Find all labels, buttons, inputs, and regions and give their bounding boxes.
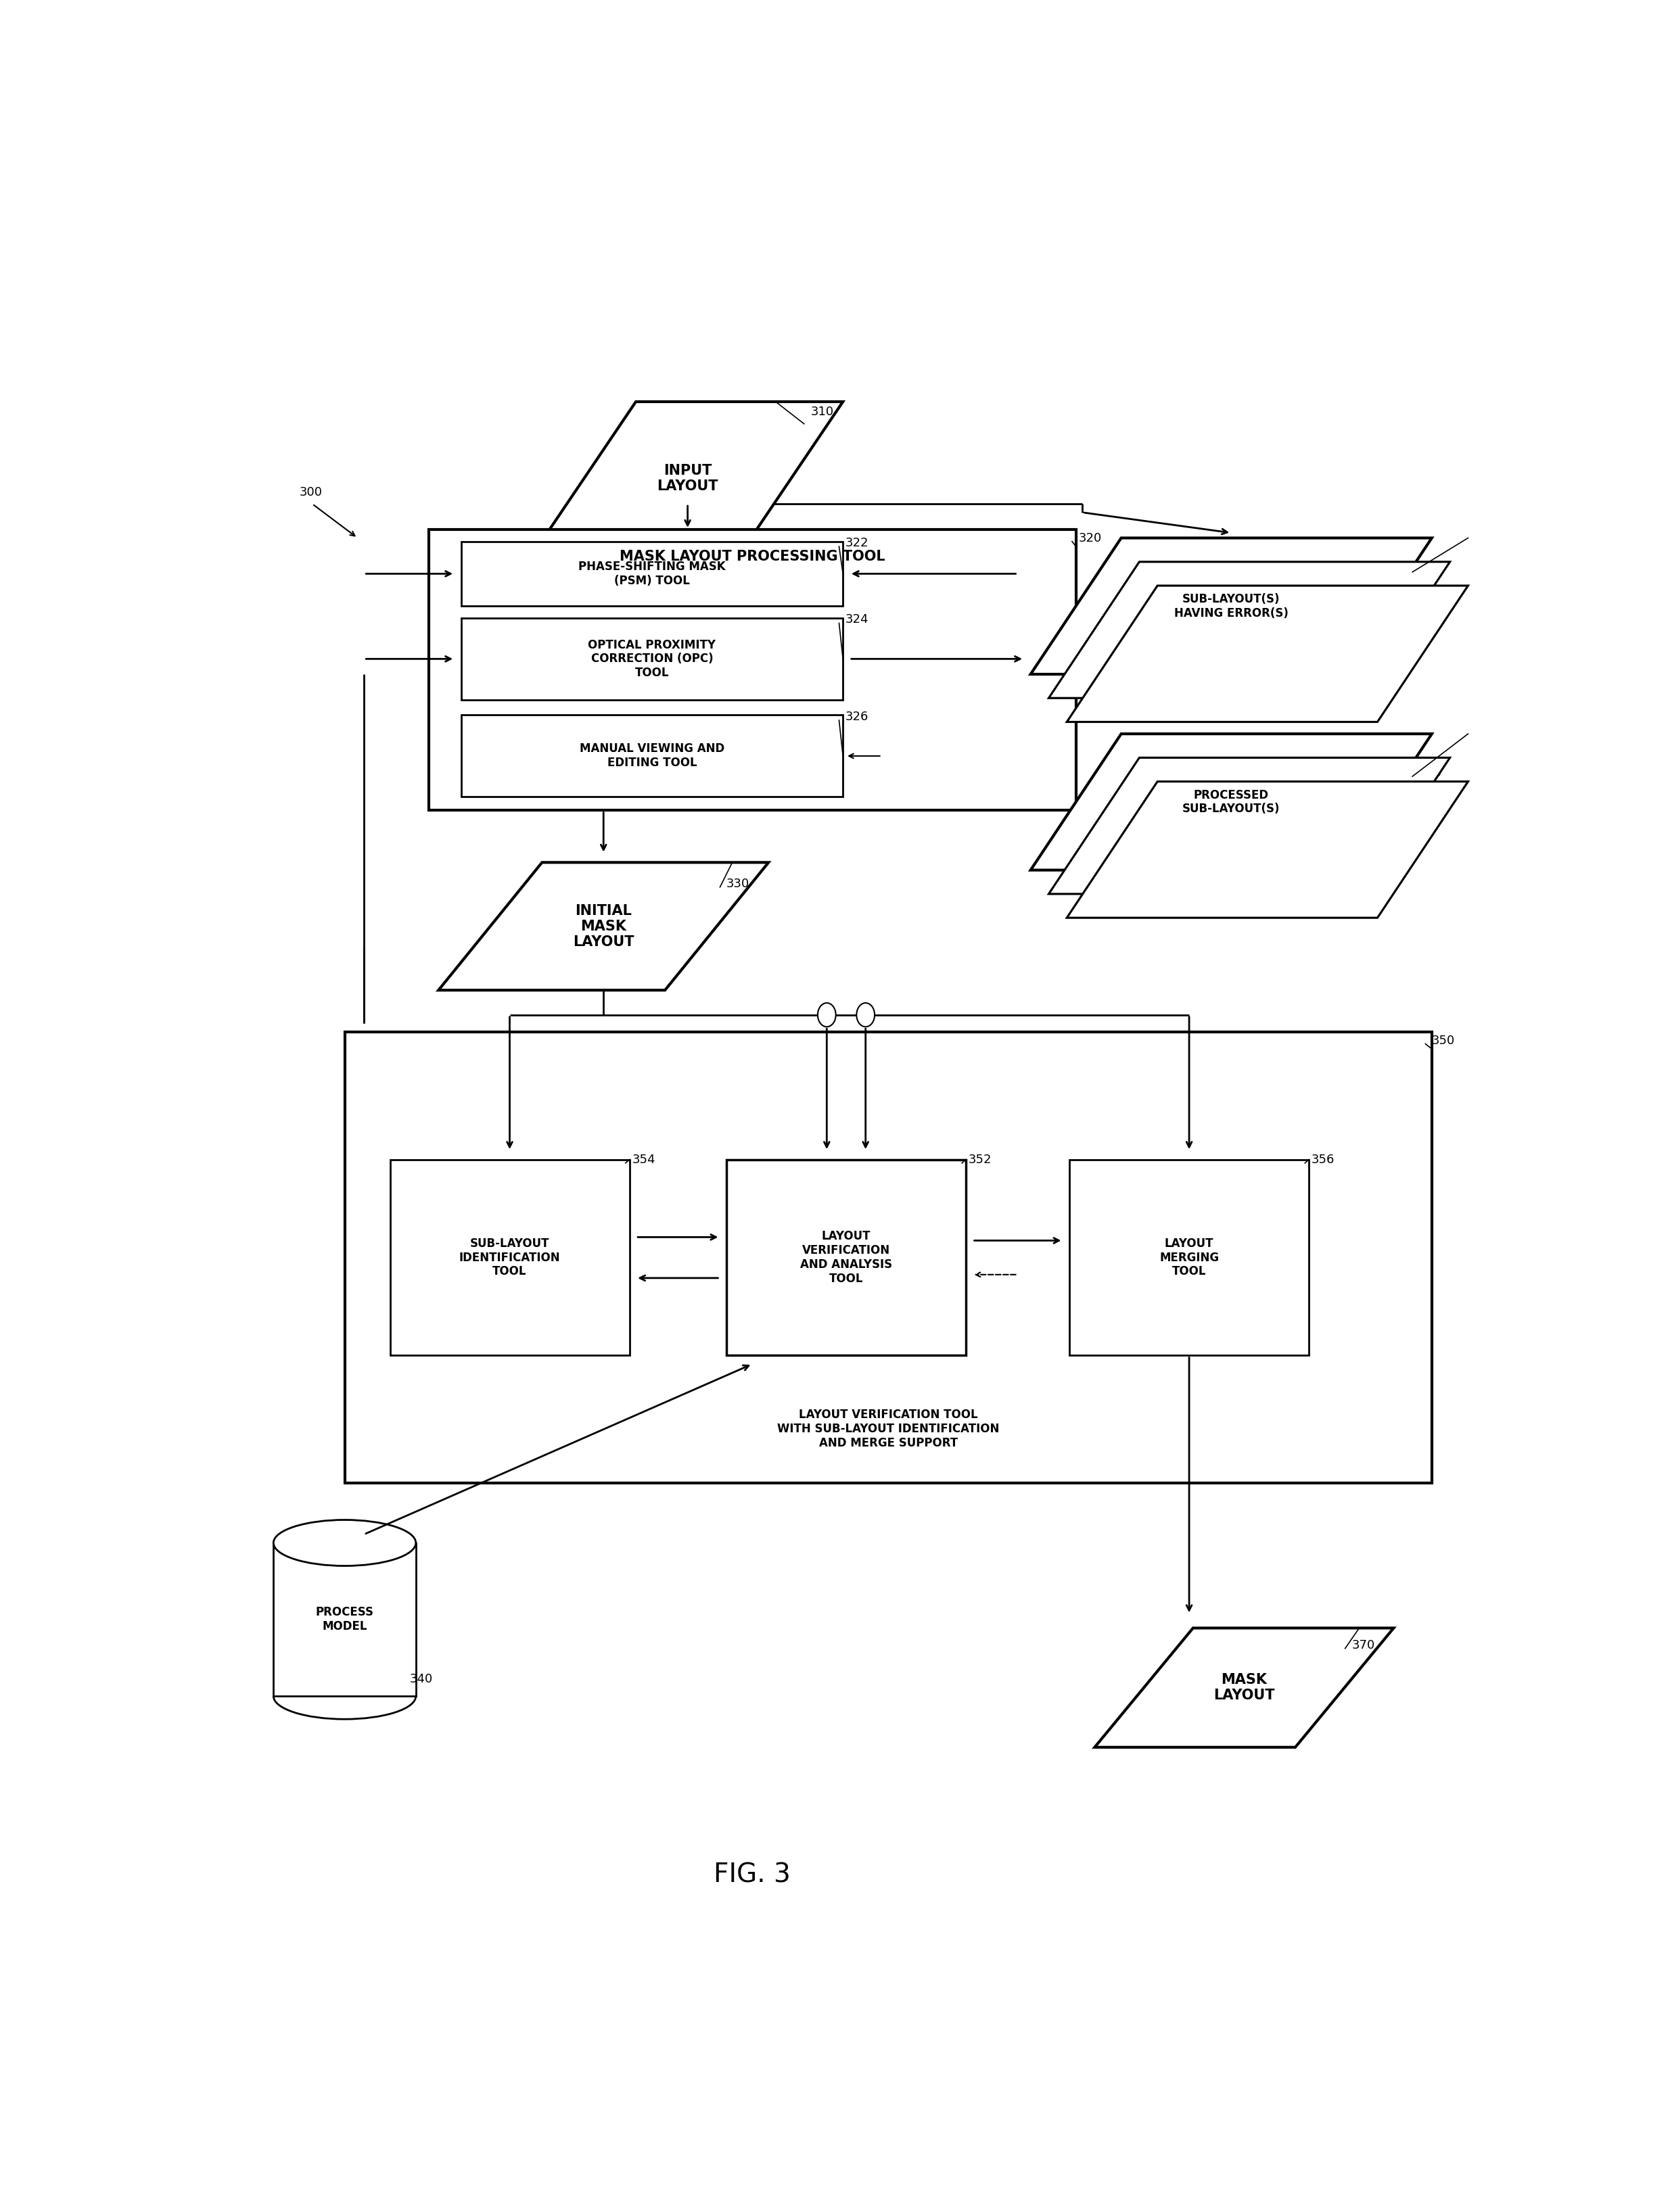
Text: SUB-LAYOUT
IDENTIFICATION
TOOL: SUB-LAYOUT IDENTIFICATION TOOL <box>459 1237 559 1279</box>
Polygon shape <box>439 863 768 991</box>
Text: 360: 360 <box>1420 562 1441 575</box>
Polygon shape <box>1030 734 1431 869</box>
Text: SUB-LAYOUT(S)
HAVING ERROR(S): SUB-LAYOUT(S) HAVING ERROR(S) <box>1174 593 1288 619</box>
Ellipse shape <box>274 1520 416 1566</box>
Text: 370: 370 <box>1351 1639 1374 1650</box>
Text: 310: 310 <box>810 405 833 418</box>
Polygon shape <box>1049 759 1450 894</box>
Polygon shape <box>533 403 843 555</box>
Bar <box>461 617 843 699</box>
Text: LAYOUT VERIFICATION TOOL
WITH SUB-LAYOUT IDENTIFICATION
AND MERGE SUPPORT: LAYOUT VERIFICATION TOOL WITH SUB-LAYOUT… <box>777 1409 999 1449</box>
Bar <box>726 1159 965 1356</box>
Polygon shape <box>1049 562 1450 699</box>
Text: INPUT
LAYOUT: INPUT LAYOUT <box>656 465 718 493</box>
Bar <box>1069 1159 1309 1356</box>
Text: 320: 320 <box>1079 531 1102 544</box>
Text: 350: 350 <box>1431 1035 1455 1046</box>
Bar <box>461 714 843 796</box>
Text: PROCESS
MODEL: PROCESS MODEL <box>316 1606 374 1632</box>
Text: LAYOUT
MERGING
TOOL: LAYOUT MERGING TOOL <box>1159 1237 1219 1279</box>
Text: 324: 324 <box>845 613 868 626</box>
Bar <box>429 529 1075 810</box>
Text: 340: 340 <box>409 1672 433 1686</box>
Text: 354: 354 <box>631 1155 655 1166</box>
Text: 356: 356 <box>1311 1155 1334 1166</box>
Polygon shape <box>1094 1628 1394 1747</box>
Text: MANUAL VIEWING AND
EDITING TOOL: MANUAL VIEWING AND EDITING TOOL <box>579 743 725 770</box>
Text: FIG. 3: FIG. 3 <box>713 1863 792 1887</box>
Circle shape <box>818 1002 835 1026</box>
Bar <box>461 542 843 606</box>
Text: 330: 330 <box>726 878 750 889</box>
Bar <box>391 1159 630 1356</box>
Text: INITIAL
MASK
LAYOUT: INITIAL MASK LAYOUT <box>573 905 635 949</box>
Text: PHASE-SHIFTING MASK
(PSM) TOOL: PHASE-SHIFTING MASK (PSM) TOOL <box>578 560 726 586</box>
Text: MASK
LAYOUT: MASK LAYOUT <box>1214 1672 1274 1703</box>
Text: 352: 352 <box>969 1155 992 1166</box>
Polygon shape <box>1030 538 1431 675</box>
Text: 365: 365 <box>1420 768 1443 779</box>
Circle shape <box>857 1002 875 1026</box>
Bar <box>344 1031 1431 1484</box>
Polygon shape <box>1067 586 1468 721</box>
Text: 322: 322 <box>845 538 868 549</box>
Text: PROCESSED
SUB-LAYOUT(S): PROCESSED SUB-LAYOUT(S) <box>1182 790 1281 814</box>
Text: MASK LAYOUT PROCESSING TOOL: MASK LAYOUT PROCESSING TOOL <box>620 551 885 564</box>
Text: 300: 300 <box>299 487 322 498</box>
Text: LAYOUT
VERIFICATION
AND ANALYSIS
TOOL: LAYOUT VERIFICATION AND ANALYSIS TOOL <box>800 1230 892 1285</box>
Text: 326: 326 <box>845 710 868 723</box>
Polygon shape <box>1067 781 1468 918</box>
Text: OPTICAL PROXIMITY
CORRECTION (OPC)
TOOL: OPTICAL PROXIMITY CORRECTION (OPC) TOOL <box>588 639 716 679</box>
